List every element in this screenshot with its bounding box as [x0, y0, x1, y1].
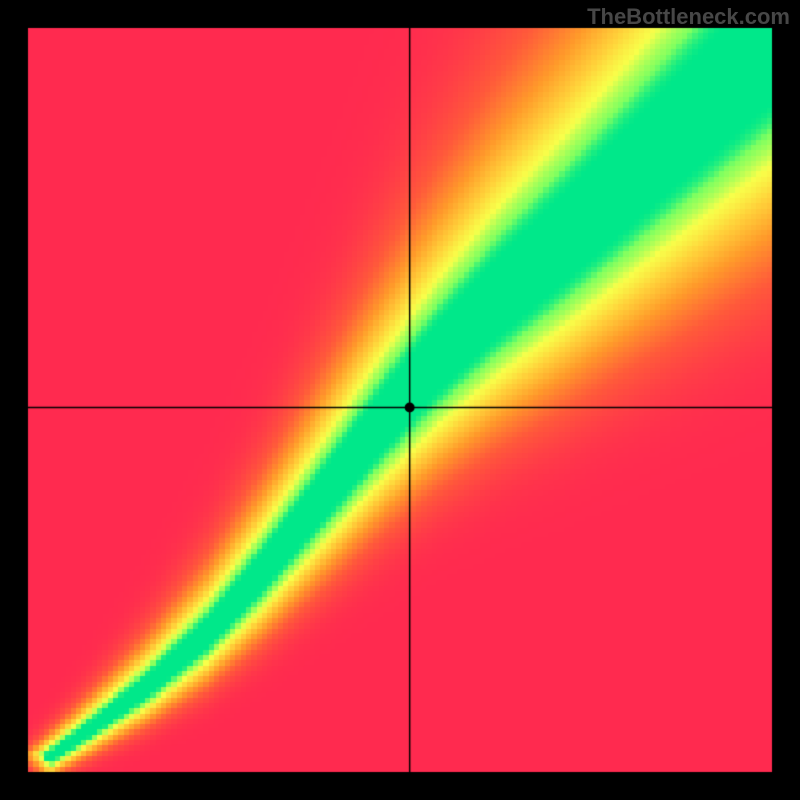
watermark-text: TheBottleneck.com [587, 4, 790, 30]
bottleneck-heatmap [0, 0, 800, 800]
chart-container: TheBottleneck.com [0, 0, 800, 800]
